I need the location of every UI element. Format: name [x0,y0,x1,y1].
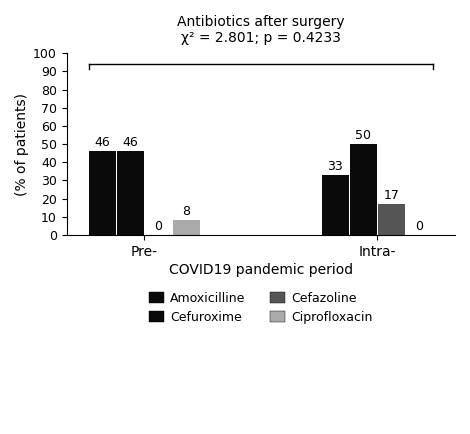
Text: 50: 50 [355,129,371,142]
Y-axis label: (% of patients): (% of patients) [15,92,29,196]
Title: Antibiotics after surgery
χ² = 2.801; p = 0.4233: Antibiotics after surgery χ² = 2.801; p … [177,15,345,45]
Bar [173,220,200,235]
Bar [117,151,144,235]
Bar [378,204,405,235]
X-axis label: COVID19 pandemic period: COVID19 pandemic period [169,263,353,277]
Text: 0: 0 [415,220,423,233]
Bar [350,144,376,235]
Text: 8: 8 [182,205,190,218]
Text: 33: 33 [328,160,343,173]
Legend: Amoxicilline, Cefuroxime, Cefazoline, Ciprofloxacin: Amoxicilline, Cefuroxime, Cefazoline, Ci… [144,286,378,329]
Text: 17: 17 [384,189,400,202]
Text: 0: 0 [154,220,163,233]
Text: 46: 46 [123,136,138,149]
Bar [322,175,349,235]
Text: 46: 46 [94,136,110,149]
Bar [89,151,116,235]
